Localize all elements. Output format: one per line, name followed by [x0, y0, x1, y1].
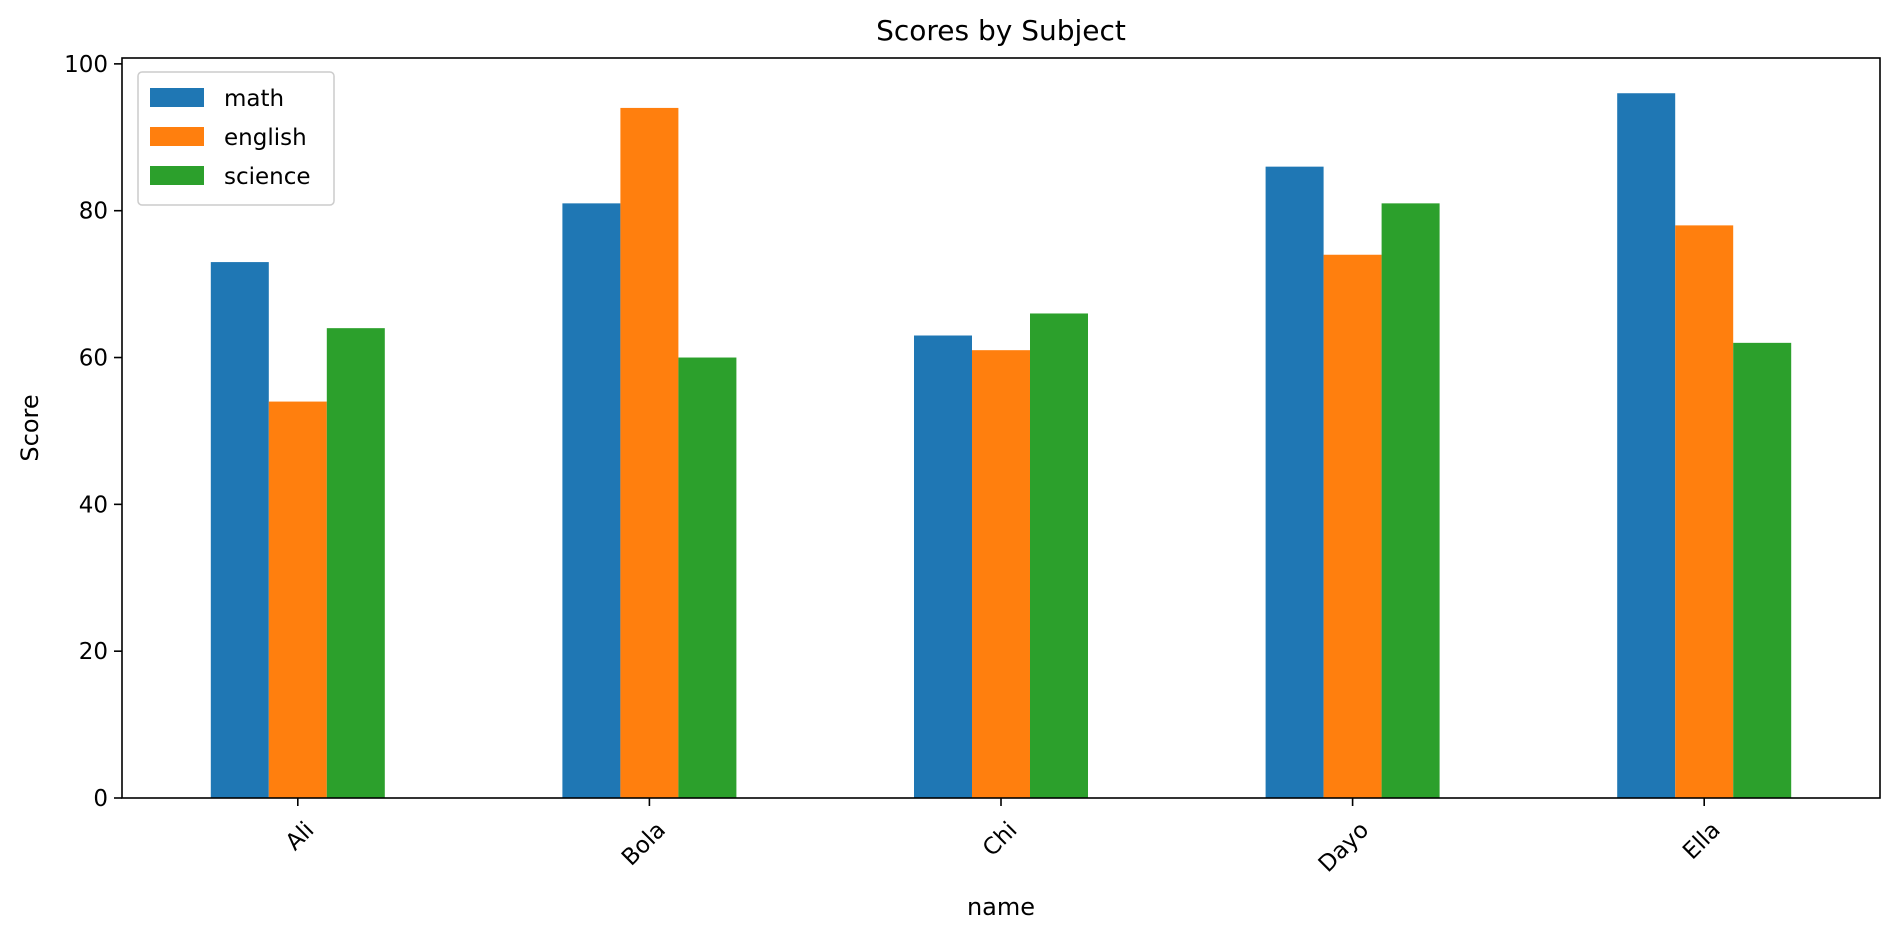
legend: math english science — [137, 71, 335, 206]
legend-label-science: science — [224, 164, 311, 190]
bar-science-ella — [1733, 342, 1792, 798]
x-tick-label: Chi — [978, 817, 1023, 862]
legend-swatch-english — [150, 127, 204, 146]
y-tick-label: 60 — [79, 346, 108, 372]
bar-math-chi — [914, 335, 972, 798]
bar-english-ali — [268, 401, 327, 798]
x-tick-label: Dayo — [1314, 817, 1374, 877]
y-tick-label: 0 — [93, 786, 108, 812]
bar-science-dayo — [1381, 203, 1440, 798]
x-axis-label: name — [967, 893, 1035, 921]
y-tick-label: 80 — [79, 199, 108, 225]
bars-layer — [210, 93, 1792, 799]
legend-label-english: english — [224, 125, 307, 151]
y-axis-label: Score — [16, 394, 44, 461]
bar-english-chi — [972, 350, 1030, 798]
legend-swatch-math — [150, 88, 204, 107]
chart-title: Scores by Subject — [876, 14, 1126, 47]
y-tick-label: 20 — [79, 639, 108, 665]
legend-swatch-science — [150, 166, 204, 185]
legend-label-math: math — [224, 86, 284, 112]
bar-math-dayo — [1265, 166, 1324, 799]
x-tick-label: Ali — [281, 817, 320, 856]
x-tick-label: Ella — [1678, 817, 1726, 865]
x-tick-label: Bola — [617, 817, 671, 871]
bar-math-ali — [210, 262, 269, 799]
y-tick-label: 100 — [64, 52, 108, 78]
bar-math-ella — [1617, 93, 1676, 798]
bar-english-ella — [1675, 225, 1734, 798]
bar-science-chi — [1030, 313, 1088, 798]
bar-english-dayo — [1323, 254, 1382, 798]
bar-science-ali — [326, 328, 385, 798]
bar-english-bola — [620, 107, 679, 798]
y-tick-label: 40 — [79, 492, 108, 518]
bar-science-bola — [678, 357, 737, 798]
bar-math-bola — [562, 203, 621, 798]
